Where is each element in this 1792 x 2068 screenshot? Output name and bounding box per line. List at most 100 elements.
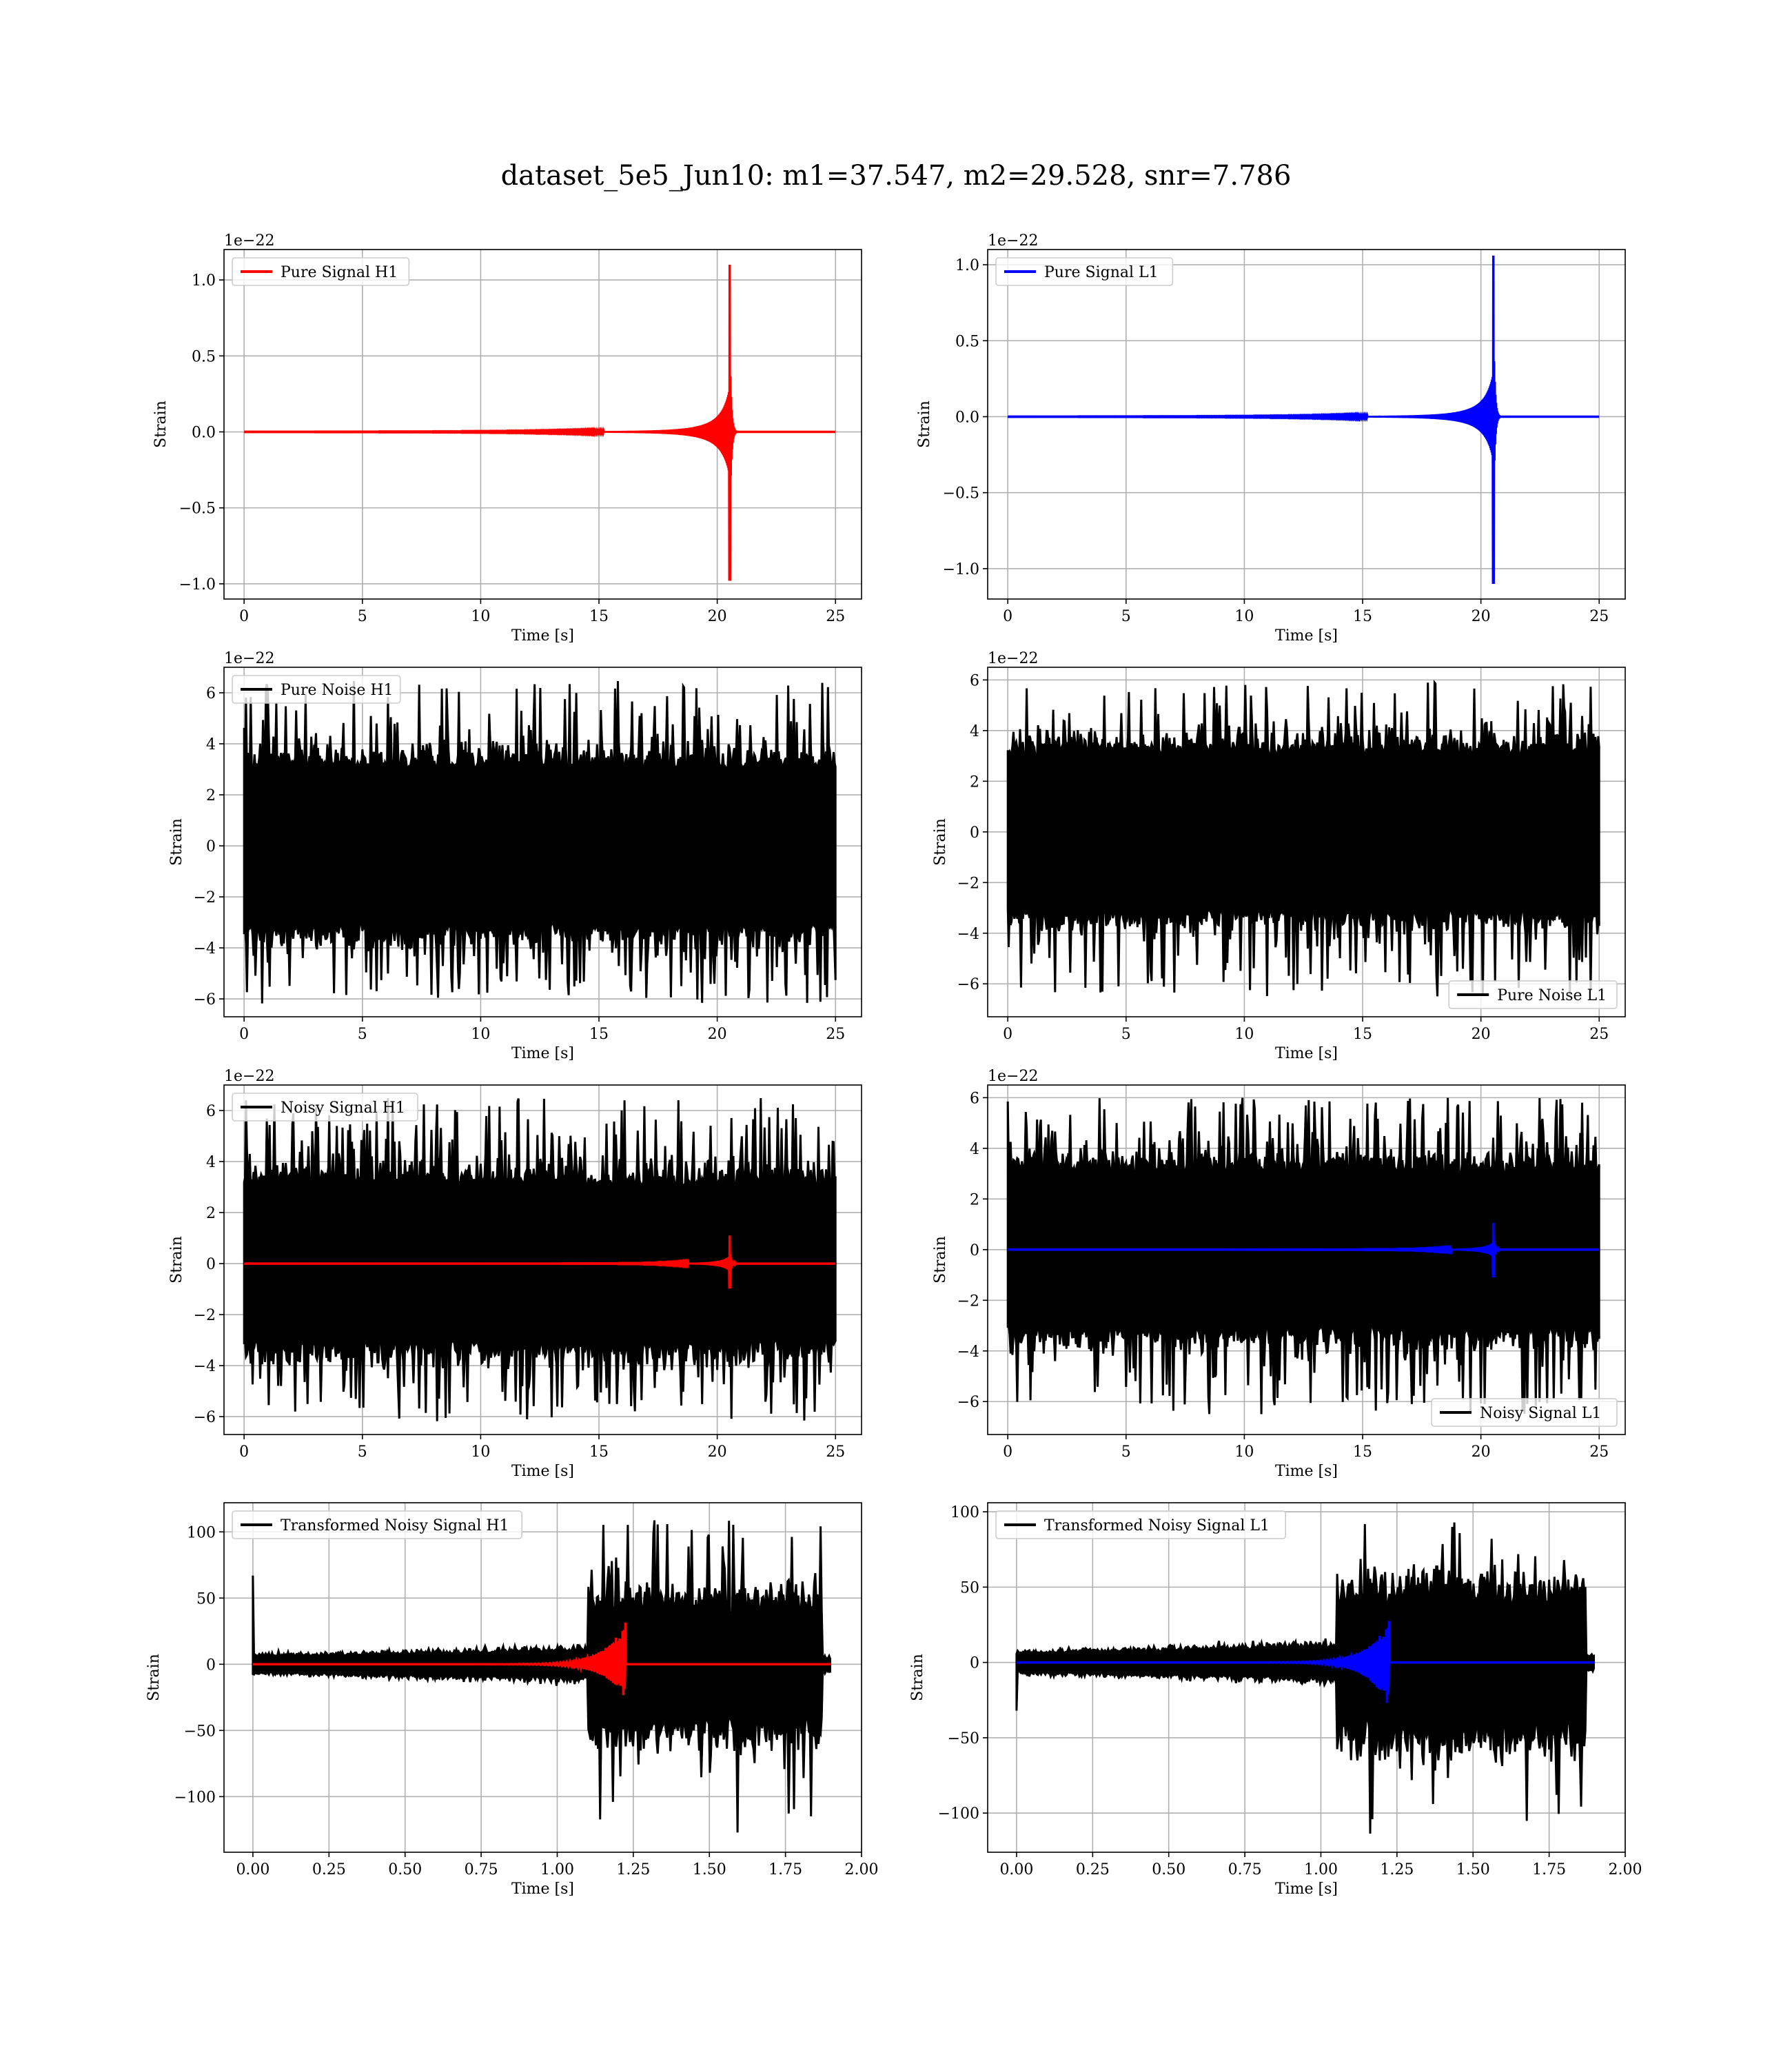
y-tick-label: −0.5 [943, 485, 979, 503]
chart-transformed_noisy_signal_l1: 0.00 0.25 0.50 0.75 1.00 1.25 1.50 1.75 2.00 −100… [909, 1502, 1642, 1898]
y-tick-label: −6 [957, 976, 979, 993]
plot-area [1006, 680, 1600, 997]
x-tick-label: 1.00 [540, 1861, 574, 1878]
y-tick-label: −1.0 [179, 576, 216, 594]
axes-frame [223, 1084, 862, 1435]
legend-box [1431, 1398, 1618, 1427]
legend-box [232, 1510, 523, 1539]
axes-frame [987, 667, 1626, 1017]
y-tick-label: −0.5 [179, 500, 216, 518]
y-tick-label: −2 [194, 889, 216, 906]
x-tick-label: 25 [1589, 1443, 1609, 1461]
axes-frame [987, 1502, 1626, 1853]
x-axis-label: Time [s] [1275, 627, 1338, 645]
y-tick-label: 0 [970, 1655, 979, 1672]
legend: Pure Noise H1 [232, 675, 401, 704]
y-tick-label: 2 [206, 1205, 216, 1222]
x-tick-label: 15 [589, 608, 609, 625]
x-tick-label: 10 [471, 608, 490, 625]
axes-frame [987, 1084, 1626, 1435]
y-tick-label: 0.0 [955, 409, 979, 426]
y-tick-label: 0 [206, 838, 216, 855]
x-tick-label: 20 [708, 1026, 727, 1043]
y-tick-label: 0 [206, 1656, 216, 1674]
y-tick-label: 6 [206, 685, 216, 702]
x-tick-label: 25 [826, 608, 845, 625]
y-tick-label: −4 [194, 940, 216, 957]
x-axis-label: Time [s] [1275, 1463, 1338, 1480]
legend-label: Transformed Noisy Signal H1 [281, 1517, 509, 1534]
legend: Transformed Noisy Signal H1 [232, 1510, 523, 1539]
y-tick-label: −2 [957, 1292, 979, 1310]
y-tick-label: 0.5 [955, 333, 979, 350]
y-axis-label: Strain [145, 1654, 163, 1701]
y-tick-label: −100 [938, 1805, 979, 1823]
y-tick-label: 2 [206, 787, 216, 804]
x-tick-label: 10 [471, 1443, 490, 1461]
series-noisy-signal-h1 [243, 1097, 837, 1421]
x-tick-label: 1.25 [616, 1861, 650, 1878]
y-tick-label: 50 [196, 1590, 216, 1608]
axes-frame [223, 249, 862, 600]
x-tick-label: 0.25 [312, 1861, 346, 1878]
y-tick-label: −2 [957, 875, 979, 892]
y-tick-label: 6 [206, 1103, 216, 1120]
series-pure-noise-h1 [243, 680, 837, 1004]
x-tick-label: 15 [1353, 1026, 1372, 1043]
y-tick-label: 4 [970, 1141, 979, 1158]
legend-box [1448, 980, 1618, 1009]
x-tick-label: 0 [1003, 1026, 1012, 1043]
y-tick-label: 1.0 [955, 257, 979, 274]
y-axis-label: Strain [932, 1236, 949, 1284]
x-tick-label: 1.50 [1456, 1861, 1490, 1878]
y-offset-text: 1e−22 [224, 1068, 274, 1085]
legend-label: Noisy Signal L1 [1480, 1405, 1601, 1422]
x-tick-label: 5 [358, 608, 367, 625]
x-tick-label: 0.00 [999, 1861, 1033, 1878]
legend: Transformed Noisy Signal L1 [995, 1510, 1287, 1539]
plot-area [1006, 1097, 1600, 1415]
plot-area [243, 680, 837, 1004]
chart-pure_signal_h1: 0 5 10 15 20 25 −1.0 −0.5 0.0 0.5 1.0 Time [s] Strai… [152, 232, 862, 645]
y-offset-text: 1e−22 [224, 232, 274, 250]
x-tick-label: 15 [589, 1026, 609, 1043]
y-tick-label: −50 [184, 1723, 216, 1740]
legend-box [995, 1510, 1287, 1539]
figure-title: dataset_5e5_Jun10: m1=37.547, m2=29.528,… [501, 160, 1292, 192]
x-tick-label: 25 [1589, 1026, 1609, 1043]
chart-pure_signal_l1: 0 5 10 15 20 25 −1.0 −0.5 0.0 0.5 1.0 Time [s] Strai… [916, 232, 1626, 645]
chart-noisy_signal_h1: 0 5 10 15 20 25 −6 −4 −2 0 2 4 6 Time [s] Strain 1e−22 N… [168, 1068, 862, 1480]
series-noisy_signal_h1-overlay [243, 1235, 836, 1289]
y-tick-label: 0 [206, 1256, 216, 1273]
legend: Pure Signal L1 [995, 257, 1174, 286]
legend: Pure Signal H1 [232, 257, 410, 286]
x-tick-label: 0 [239, 1443, 249, 1461]
x-tick-label: 0.50 [1152, 1861, 1185, 1878]
x-tick-label: 20 [1472, 1026, 1491, 1043]
x-tick-label: 0.50 [388, 1861, 422, 1878]
x-tick-label: 1.00 [1304, 1861, 1338, 1878]
y-tick-label: −2 [194, 1307, 216, 1324]
x-tick-label: 5 [1121, 1443, 1131, 1461]
x-tick-label: 0.00 [236, 1861, 269, 1878]
x-tick-label: 5 [1121, 1026, 1131, 1043]
x-tick-label: 0.75 [1228, 1861, 1262, 1878]
y-tick-label: −1.0 [943, 561, 979, 578]
x-tick-label: 0 [1003, 1443, 1012, 1461]
x-tick-label: 5 [358, 1443, 367, 1461]
x-axis-label: Time [s] [1275, 1881, 1338, 1898]
legend-box [232, 1093, 418, 1122]
x-tick-label: 20 [1472, 608, 1491, 625]
y-tick-label: 2 [970, 773, 979, 791]
y-tick-label: 4 [206, 1154, 216, 1171]
series-transformed-noisy-signal-l1 [1015, 1522, 1595, 1834]
y-tick-label: 100 [187, 1524, 216, 1541]
series-transformed-noisy-signal-h1 [252, 1520, 831, 1833]
series-noisy-signal-l1 [1006, 1097, 1600, 1415]
x-tick-label: 25 [826, 1026, 845, 1043]
y-tick-label: 4 [970, 723, 979, 740]
plot-area [243, 1097, 837, 1421]
x-tick-label: 2.00 [845, 1861, 879, 1878]
y-axis-label: Strain [152, 401, 170, 448]
x-tick-label: 1.75 [768, 1861, 802, 1878]
